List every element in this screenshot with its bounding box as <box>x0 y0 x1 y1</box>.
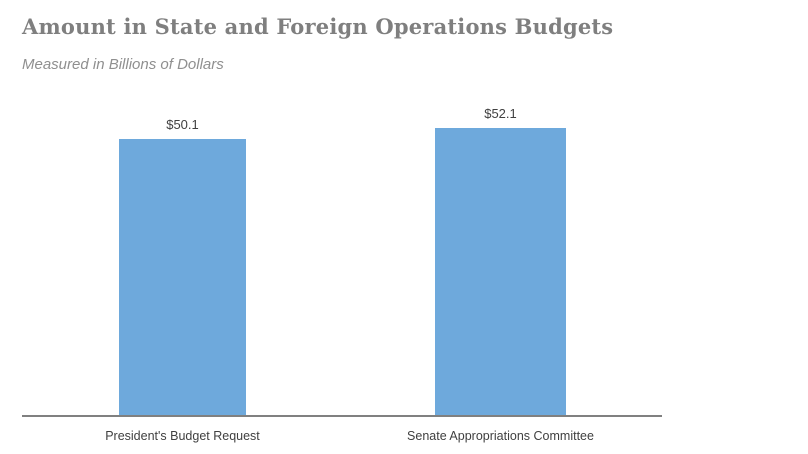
bar-value-label: $50.1 <box>166 117 199 132</box>
chart-title: Amount in State and Foreign Operations B… <box>22 14 614 39</box>
category-label: President's Budget Request <box>105 429 260 443</box>
category-label: Senate Appropriations Committee <box>407 429 594 443</box>
chart-subtitle: Measured in Billions of Dollars <box>22 56 224 73</box>
bar-senate-appropriations-committee <box>435 128 566 415</box>
bar-value-label: $52.1 <box>484 106 517 121</box>
x-axis-line <box>22 415 662 417</box>
bar-presidents-budget-request <box>119 139 246 415</box>
